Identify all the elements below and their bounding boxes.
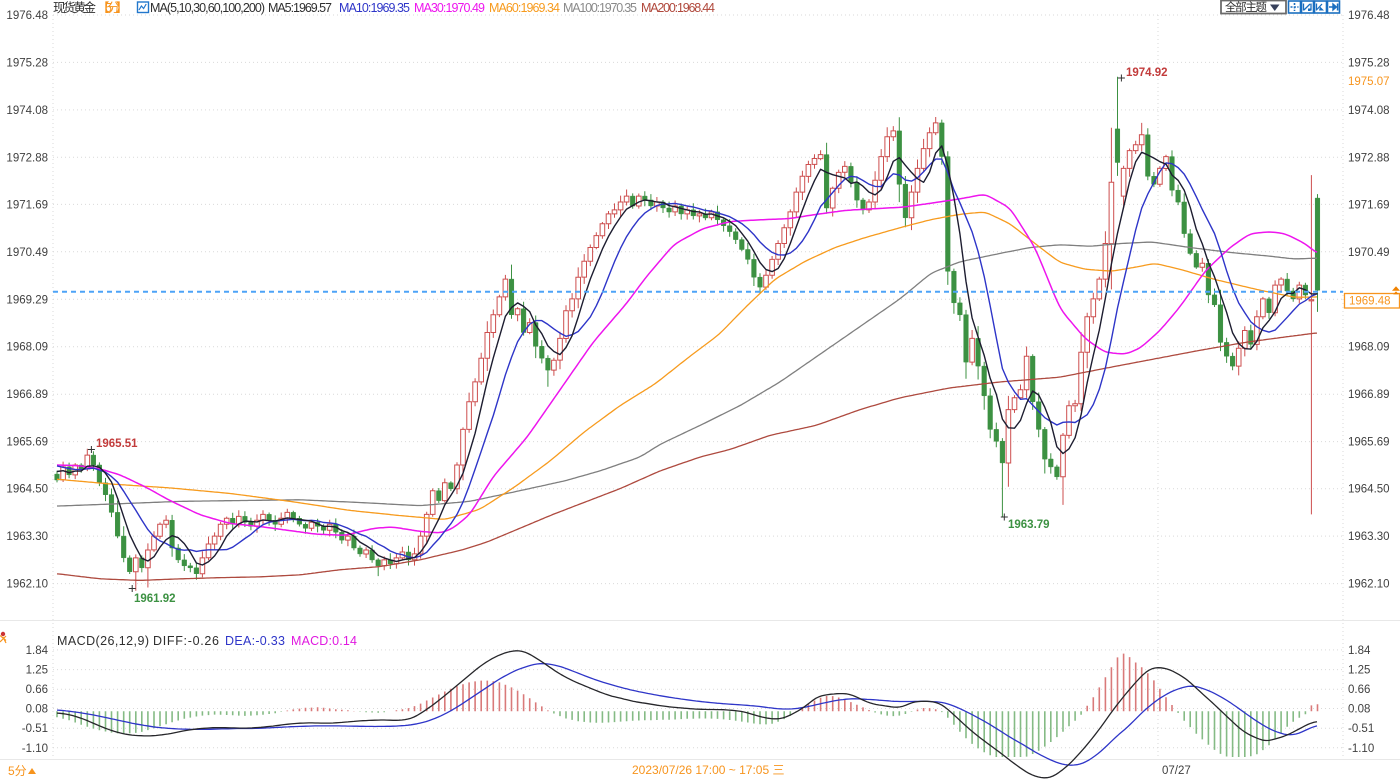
svg-text:1971.69: 1971.69 — [1348, 199, 1390, 211]
svg-text:MACD(26,12,9): MACD(26,12,9) — [57, 634, 149, 648]
svg-text:1974.08: 1974.08 — [6, 105, 48, 117]
svg-text:MA100:1970.35: MA100:1970.35 — [563, 1, 637, 15]
svg-text:1962.10: 1962.10 — [6, 579, 48, 591]
svg-text:07/27: 07/27 — [1162, 765, 1191, 777]
svg-text:0.66: 0.66 — [26, 684, 48, 696]
svg-text:5分: 5分 — [8, 764, 27, 778]
svg-text:1975.28: 1975.28 — [1348, 57, 1390, 69]
svg-text:0.66: 0.66 — [1348, 684, 1370, 696]
svg-text:1975.28: 1975.28 — [6, 57, 48, 69]
svg-text:1974.08: 1974.08 — [1348, 105, 1390, 117]
svg-text:0.08: 0.08 — [26, 704, 48, 716]
svg-text:1.25: 1.25 — [1348, 665, 1370, 677]
svg-text:1968.09: 1968.09 — [6, 342, 48, 354]
svg-text:1970.49: 1970.49 — [1348, 247, 1390, 259]
svg-text:1963.79: 1963.79 — [1008, 519, 1050, 531]
svg-text:【5分】: 【5分】 — [97, 1, 128, 15]
svg-text:1963.30: 1963.30 — [1348, 531, 1390, 543]
svg-text:1974.92: 1974.92 — [1126, 67, 1168, 79]
svg-text:1976.48: 1976.48 — [1348, 10, 1390, 22]
svg-text:-1.10: -1.10 — [22, 743, 48, 755]
svg-text:-1.10: -1.10 — [1348, 743, 1374, 755]
svg-text:1962.10: 1962.10 — [1348, 579, 1390, 591]
svg-text:1.84: 1.84 — [26, 645, 49, 657]
svg-text:MA5:1969.57: MA5:1969.57 — [268, 1, 332, 15]
svg-text:1966.89: 1966.89 — [1348, 389, 1390, 401]
svg-text:1965.69: 1965.69 — [1348, 437, 1390, 449]
svg-text:1969.48: 1969.48 — [1349, 296, 1391, 308]
svg-text:1975.07: 1975.07 — [1348, 76, 1390, 88]
svg-text:-0.51: -0.51 — [1348, 723, 1374, 735]
svg-text:1968.09: 1968.09 — [1348, 342, 1390, 354]
svg-text:-0.51: -0.51 — [22, 723, 48, 735]
svg-text:1964.50: 1964.50 — [1348, 484, 1390, 496]
svg-text:MA60:1969.34: MA60:1969.34 — [489, 1, 560, 15]
svg-text:1969.29: 1969.29 — [6, 294, 48, 306]
svg-text:1.84: 1.84 — [1348, 645, 1371, 657]
svg-text:1965.69: 1965.69 — [6, 437, 48, 449]
svg-text:全部主题: 全部主题 — [1225, 0, 1268, 14]
svg-text:0.08: 0.08 — [1348, 704, 1370, 716]
svg-text:DIFF:-0.26: DIFF:-0.26 — [153, 634, 219, 648]
svg-text:1970.49: 1970.49 — [6, 247, 48, 259]
svg-text:MA10:1969.35: MA10:1969.35 — [339, 1, 410, 15]
svg-text:MA30:1970.49: MA30:1970.49 — [414, 1, 485, 15]
svg-text:MACD:0.14: MACD:0.14 — [291, 634, 357, 648]
svg-text:MA(5,10,30,60,100,200): MA(5,10,30,60,100,200) — [150, 1, 265, 15]
svg-text:1961.92: 1961.92 — [134, 593, 176, 605]
svg-text:DEA:-0.33: DEA:-0.33 — [225, 634, 285, 648]
svg-text:现货黄金: 现货黄金 — [53, 0, 96, 15]
svg-text:1.25: 1.25 — [26, 665, 48, 677]
svg-text:1971.69: 1971.69 — [6, 199, 48, 211]
svg-text:1965.51: 1965.51 — [96, 438, 138, 450]
svg-text:1972.88: 1972.88 — [1348, 152, 1390, 164]
svg-text:1964.50: 1964.50 — [6, 484, 48, 496]
svg-text:1963.30: 1963.30 — [6, 531, 48, 543]
svg-text:1972.88: 1972.88 — [6, 152, 48, 164]
svg-text:1976.48: 1976.48 — [6, 10, 48, 22]
svg-text:MA200:1968.44: MA200:1968.44 — [641, 1, 715, 15]
svg-text:1966.89: 1966.89 — [6, 389, 48, 401]
svg-text:2023/07/26 17:00 ~ 17:05 三: 2023/07/26 17:00 ~ 17:05 三 — [632, 763, 784, 777]
